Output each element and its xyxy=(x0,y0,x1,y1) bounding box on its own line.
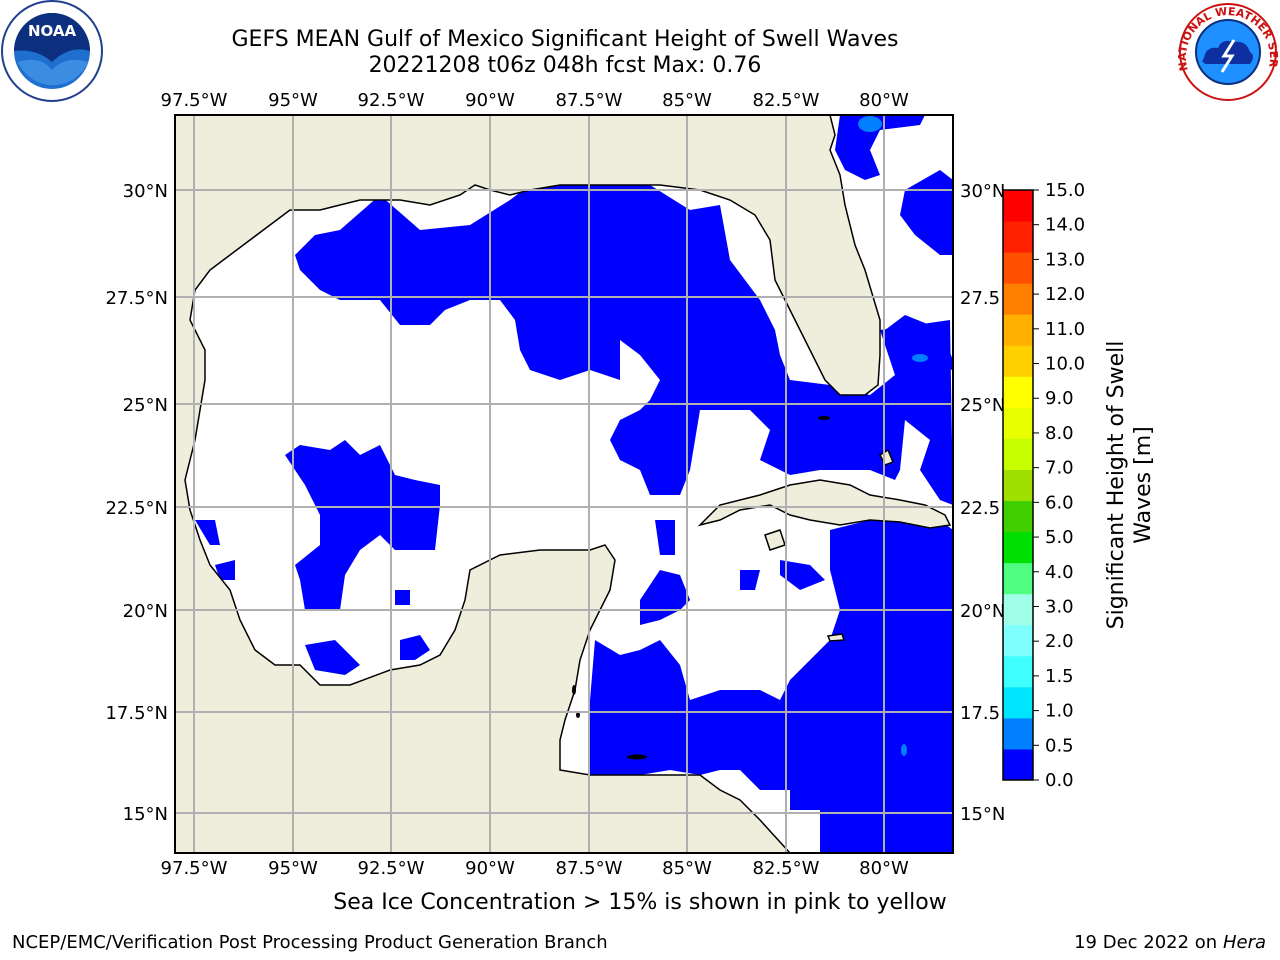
lon-labels-bottom: 97.5°W 95°W 92.5°W 90°W 87.5°W 85°W 82.5… xyxy=(161,858,909,879)
colorbar-tick-label: 5.0 xyxy=(1045,527,1074,548)
chart-title: GEFS MEAN Gulf of Mexico Significant Hei… xyxy=(231,27,899,52)
lat-label: 27.5 xyxy=(960,288,1000,309)
lon-label: 92.5°W xyxy=(358,90,425,111)
colorbar-tick-label: 13.0 xyxy=(1045,249,1085,270)
lat-label: 20°N xyxy=(960,601,1005,622)
sea-ice-note: Sea Ice Concentration > 15% is shown in … xyxy=(333,890,947,915)
colorbar-tick-label: 0.0 xyxy=(1045,770,1074,791)
lon-label: 90°W xyxy=(465,90,515,111)
lat-label: 30°N xyxy=(123,181,168,202)
colorbar-tick-label: 14.0 xyxy=(1045,215,1085,236)
lon-label: 92.5°W xyxy=(358,858,425,879)
colorbar-tick-label: 9.0 xyxy=(1045,388,1074,409)
lat-label: 20°N xyxy=(123,601,168,622)
colorbar-segment xyxy=(1003,345,1033,377)
lon-labels-top: 97.5°W 95°W 92.5°W 90°W 87.5°W 85°W 82.5… xyxy=(161,90,909,111)
lat-label: 30°N xyxy=(960,181,1005,202)
colorbar-segment xyxy=(1003,655,1033,688)
map-frame xyxy=(174,114,954,854)
land xyxy=(175,115,952,853)
lat-label: 25°N xyxy=(123,395,168,416)
colorbar-segment xyxy=(1003,252,1033,284)
colorbar-tick-label: 1.5 xyxy=(1045,666,1074,687)
lat-label: 22.5 xyxy=(960,498,1000,519)
lon-label: 95°W xyxy=(268,90,318,111)
lon-label: 97.5°W xyxy=(161,90,228,111)
lat-label: 15°N xyxy=(960,804,1005,825)
noaa-logo: NOAA xyxy=(1,0,103,102)
graticule xyxy=(175,115,953,853)
colorbar-segment xyxy=(1003,624,1033,657)
lon-label: 80°W xyxy=(859,858,909,879)
lat-label: 17.5°N xyxy=(105,703,168,724)
footer-date: 19 Dec 2022 on Hera xyxy=(1074,932,1266,953)
lat-labels-left: 30°N 27.5°N 25°N 22.5°N 20°N 17.5°N 15°N xyxy=(105,181,168,825)
islands xyxy=(572,416,830,760)
footer-machine: Hera xyxy=(1222,932,1266,953)
colorbar-segment xyxy=(1003,376,1033,408)
colorbar-frame xyxy=(1002,189,1034,781)
lon-label: 90°W xyxy=(465,858,515,879)
noaa-logo-text: NOAA xyxy=(28,22,77,40)
colorbar-tick-label: 11.0 xyxy=(1045,319,1085,340)
colorbar xyxy=(1002,189,1034,781)
colorbar-segment xyxy=(1003,717,1033,750)
colorbar-segment xyxy=(1003,531,1033,564)
colorbar-tick-label: 0.5 xyxy=(1045,735,1074,756)
colorbar-segment xyxy=(1003,469,1033,502)
colorbar-tick-label: 4.0 xyxy=(1045,562,1074,583)
colorbar-tick-label: 1.0 xyxy=(1045,701,1074,722)
colorbar-tick-label: 3.0 xyxy=(1045,596,1074,617)
lat-label: 15°N xyxy=(123,804,168,825)
nws-logo: NATIONAL WEATHER SERVICE xyxy=(1176,0,1280,101)
colorbar-segment xyxy=(1003,314,1033,346)
lon-label: 85°W xyxy=(662,90,712,111)
chart-subtitle: 20221208 t06z 048h fcst Max: 0.76 xyxy=(368,53,762,78)
colorbar-tick-label: 7.0 xyxy=(1045,458,1074,479)
lat-label: 27.5°N xyxy=(105,288,168,309)
colorbar-segment xyxy=(1003,500,1033,533)
colorbar-tick-label: 8.0 xyxy=(1045,423,1074,444)
lon-label: 85°W xyxy=(662,858,712,879)
colorbar-label-line2: Waves [m] xyxy=(1131,426,1156,543)
colorbar-label-line1: Significant Height of Swell xyxy=(1104,341,1129,630)
lat-label: 25°N xyxy=(960,395,1005,416)
lon-label: 87.5°W xyxy=(556,90,623,111)
lat-labels-right: 30°N 27.5 25°N 22.5 20°N 17.5 15°N xyxy=(960,181,1005,825)
colorbar-tick-label: 15.0 xyxy=(1045,180,1085,201)
colorbar-tick-label: 10.0 xyxy=(1045,354,1085,375)
colorbar-segment xyxy=(1003,562,1033,595)
colorbar-segment xyxy=(1003,283,1033,315)
colorbar-segment xyxy=(1003,593,1033,626)
colorbar-segment xyxy=(1003,190,1033,222)
colorbar-segment xyxy=(1003,686,1033,719)
lon-label: 87.5°W xyxy=(556,858,623,879)
lat-label: 17.5 xyxy=(960,703,1000,724)
lat-label: 22.5°N xyxy=(105,498,168,519)
colorbar-tick-label: 12.0 xyxy=(1045,284,1085,305)
footer-date-text: 19 Dec 2022 on xyxy=(1074,932,1218,953)
swell-0.5-1.0m-regions xyxy=(858,116,928,756)
colorbar-tick-label: 2.0 xyxy=(1045,631,1074,652)
colorbar-segment xyxy=(1003,221,1033,253)
colorbar-segment xyxy=(1003,438,1033,470)
lon-label: 97.5°W xyxy=(161,858,228,879)
colorbar-tick-labels: 15.0 14.0 13.0 12.0 11.0 10.0 9.0 8.0 7.0 6.0 5.0 4… xyxy=(1033,180,1085,791)
lon-label: 82.5°W xyxy=(753,858,820,879)
footer-branch: NCEP/EMC/Verification Post Processing Pr… xyxy=(12,932,608,953)
colorbar-tick-label: 6.0 xyxy=(1045,492,1074,513)
lon-label: 95°W xyxy=(268,858,318,879)
colorbar-segment xyxy=(1003,407,1033,439)
lon-label: 82.5°W xyxy=(753,90,820,111)
lon-label: 80°W xyxy=(859,90,909,111)
colorbar-segment xyxy=(1003,748,1033,781)
